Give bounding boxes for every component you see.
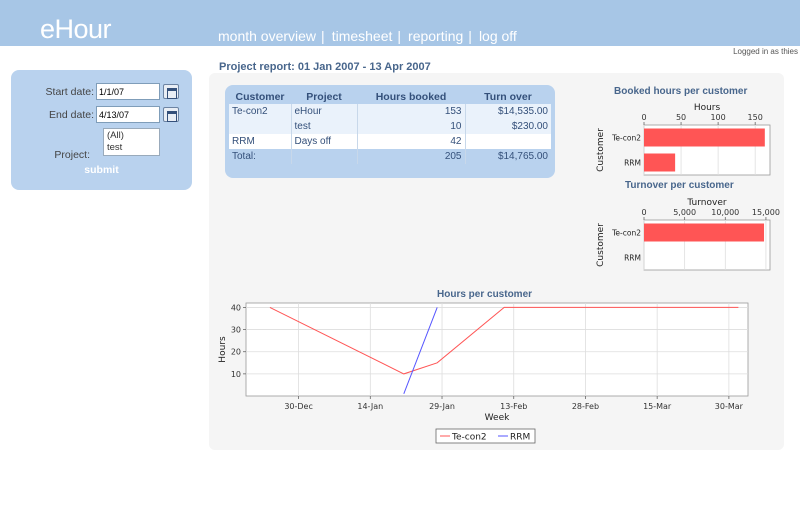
table-cell: $14,765.00 [465,149,551,164]
table-cell: 153 [357,104,466,119]
series-line [269,306,739,375]
tick-label: 15,000 [752,208,780,217]
table-cell: 42 [357,134,466,149]
start-date-label: Start date: [45,86,94,98]
project-label: Project: [54,149,90,161]
axis-label: Hours [694,103,721,113]
category-label: RRM [624,159,641,168]
legend-label: Te-con2 [451,433,487,443]
tick-label: 0 [641,113,646,122]
nav-separator: | [468,28,472,44]
series-line [403,307,438,394]
report-table: Customer Project Hours booked Turn over … [229,89,551,164]
tick-label: 10,000 [711,208,739,217]
table-row: Te-con2 eHour 153 $14,535.00 [229,104,551,119]
nav-separator: | [397,28,402,44]
nav-separator: | [321,28,325,44]
table-cell: 205 [357,149,466,164]
hours-per-customer-line-chart: 30-Dec 14-Jan 29-Jan 13-Feb 28-Feb 15-Mar 30-M… [218,302,749,444]
table-cell: Te-con2 [229,104,292,119]
end-date-label: End date: [49,109,94,121]
nav-month-overview[interactable]: month overview [218,28,317,44]
tick-label: 13-Feb [500,402,527,411]
tick-label: 30-Dec [284,402,313,411]
calendar-icon[interactable] [163,107,179,122]
tick-label: 100 [710,113,725,122]
table-cell [291,149,358,164]
column-header: Turn over [484,90,532,103]
plot-area [245,302,749,397]
table-cell: $230.00 [465,119,551,134]
column-header: Hours booked [375,90,447,103]
legend-label: RRM [510,433,530,443]
bar [644,153,676,172]
axis-label: Week [485,413,510,423]
bar [644,128,765,147]
tick-label: 29-Jan [429,402,455,411]
hours-per-customer-chart: 0 50 100 150 Hours Customer Te-con2 RRM [596,103,771,176]
tick-label: 40 [231,303,241,312]
end-date-row: End date: [11,106,192,124]
table-row: test 10 $230.00 [229,119,551,134]
tick-label: 20 [231,348,241,357]
table-cell: $14,535.00 [465,104,551,119]
nav-log-off[interactable]: log off [478,28,517,44]
nav-reporting[interactable]: reporting [408,28,464,44]
app-logo[interactable]: eHour [40,14,112,44]
tick-label: 0 [641,208,646,217]
axis-label: Hours [218,336,228,363]
tick-label: 30 [231,326,241,335]
end-date-input[interactable] [96,106,160,123]
category-label: Te-con2 [611,229,641,238]
tick-label: 150 [748,113,763,122]
axis-label: Turnover [686,198,726,208]
table-cell: Days off [291,134,358,149]
calendar-icon[interactable] [163,84,179,99]
tick-label: 30-Mar [715,402,744,411]
hours-chart-title: Booked hours per customer [614,86,748,97]
tick-label: 15-Mar [643,402,672,411]
table-cell [229,119,292,134]
start-date-row: Start date: [11,83,192,101]
report-title: Project report: 01 Jan 2007 - 13 Apr 200… [219,61,431,73]
table-cell [465,134,551,149]
axis-label: Customer [596,128,606,172]
table-total-row: Total: 205 $14,765.00 [229,149,551,164]
table-row: RRM Days off 42 [229,134,551,149]
project-option[interactable]: test [107,142,123,153]
app-header: eHour month overview | timesheet | reporting… [0,0,800,46]
legend [435,428,536,444]
tick-label: 10 [231,370,241,379]
turnover-chart-title: Turnover per customer [625,180,734,191]
start-date-input[interactable] [96,83,160,100]
table-cell: eHour [291,104,358,119]
project-select[interactable]: (All) test ▲ ▼ [103,128,250,156]
axis-label: Customer [596,223,606,267]
report-filter-panel: Start date: End date: Project: (All) tes… [11,70,250,190]
table-cell: Total: [229,149,292,164]
table-cell: 10 [357,119,466,134]
tick-label: 28-Feb [572,402,599,411]
turnover-per-customer-chart: 0 5,000 10,000 15,000 Turnover Customer Te-con… [596,198,780,271]
category-label: Te-con2 [611,134,641,143]
project-option[interactable]: (All) [107,130,124,141]
tick-label: 14-Jan [357,402,383,411]
main-nav: month overview | timesheet | reporting | log o… [218,28,517,44]
nav-timesheet[interactable]: timesheet [331,28,393,44]
bar [644,223,765,242]
category-label: RRM [624,254,641,263]
submit-button[interactable]: submit [84,164,119,176]
column-header: Project [306,90,342,103]
logged-in-text: Logged in as thies [733,47,798,56]
line-chart-title: Hours per customer [437,289,533,300]
column-header: Customer [235,90,285,103]
table-cell: test [291,119,358,134]
tick-label: 5,000 [673,208,696,217]
tick-label: 50 [676,113,686,122]
table-cell: RRM [229,134,292,149]
